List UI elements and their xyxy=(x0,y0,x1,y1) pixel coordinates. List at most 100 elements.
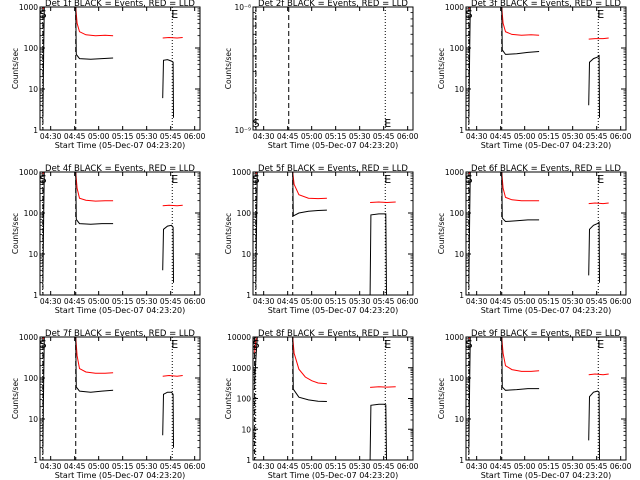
x-tick-label: 04:45 xyxy=(490,462,512,471)
events-series-segment-2 xyxy=(75,172,114,225)
x-tick-label: 05:30 xyxy=(136,462,158,471)
x-tick-label: 04:45 xyxy=(64,132,86,141)
x-axis-label: Start Time (05-Dec-07 04:23:20) xyxy=(481,141,612,150)
x-tick-label: 06:00 xyxy=(610,297,632,306)
x-tick-label: 05:00 xyxy=(88,132,110,141)
lld-series-segment-2 xyxy=(292,172,327,200)
x-tick-label: 05:45 xyxy=(373,297,395,306)
y-axis-label: Counts/sec xyxy=(437,213,446,254)
events-series-segment-3 xyxy=(162,391,174,448)
y-tick-label: 10 xyxy=(241,425,251,434)
x-tick-label: 06:00 xyxy=(397,462,419,471)
chart-panel-9: Det 9f BLACK = Events, RED = LLD 04:30 04:… xyxy=(437,329,632,480)
y-tick-label: 1 xyxy=(246,456,251,465)
marker-label-e: E xyxy=(384,117,391,130)
events-series-segment-3 xyxy=(162,224,174,283)
lld-series-segment-3 xyxy=(162,204,183,207)
chart-panel-1: Det 1f BLACK = Events, RED = LLD 04:30 04:… xyxy=(11,0,206,150)
y-axis-label: Counts/sec xyxy=(437,378,446,419)
events-series-segment-3 xyxy=(588,390,600,460)
y-tick-label: 10 xyxy=(28,415,38,424)
x-tick-label: 06:00 xyxy=(184,462,206,471)
x-axis-label: Start Time (05-Dec-07 04:23:20) xyxy=(268,141,399,150)
chart-title: Det 8f BLACK = Events, RED = LLD xyxy=(258,329,408,339)
marker-label-e: E xyxy=(171,8,178,21)
x-tick-label: 05:15 xyxy=(325,297,347,306)
lld-series-segment-2 xyxy=(75,7,114,37)
x-tick-label: 05:15 xyxy=(538,462,560,471)
y-axis-label: Counts/sec xyxy=(224,378,233,419)
y-tick-label: 10 xyxy=(241,250,251,259)
chart-title: Det 5f BLACK = Events, RED = LLD xyxy=(258,164,408,174)
y-tick-label: 1 xyxy=(33,126,38,135)
x-axis-label: Start Time (05-Dec-07 04:23:20) xyxy=(268,471,399,480)
x-axis-label: Start Time (05-Dec-07 04:23:20) xyxy=(481,306,612,315)
y-tick-label: 10⁻⁸ xyxy=(234,3,251,12)
y-tick-label: 100 xyxy=(24,44,39,53)
lld-series-segment-2 xyxy=(75,172,114,202)
x-tick-label: 05:00 xyxy=(301,297,323,306)
events-series-segment-1 xyxy=(254,337,258,384)
y-axis-label: Counts/sec xyxy=(224,213,233,254)
plot-frame xyxy=(252,336,414,461)
y-tick-label: 1 xyxy=(459,291,464,300)
events-series-segment-2 xyxy=(75,337,114,393)
x-tick-label: 04:30 xyxy=(253,462,275,471)
events-series-segment-3 xyxy=(588,54,600,118)
y-axis-label: Counts/sec xyxy=(11,378,20,419)
x-tick-label: 05:30 xyxy=(136,297,158,306)
x-tick-label: 04:45 xyxy=(277,462,299,471)
lld-series-segment-2 xyxy=(75,337,114,374)
marker-label-s: S xyxy=(40,8,47,21)
y-tick-label: 1000 xyxy=(232,168,251,177)
x-tick-label: 05:15 xyxy=(538,132,560,141)
events-series-segment-3 xyxy=(369,403,387,460)
y-tick-label: 1000 xyxy=(19,3,38,12)
y-tick-label: 1000 xyxy=(445,333,464,342)
x-tick-label: 05:15 xyxy=(112,297,134,306)
x-tick-label: 05:45 xyxy=(160,132,182,141)
events-series-segment-3 xyxy=(369,213,387,295)
x-tick-label: 05:30 xyxy=(349,297,371,306)
x-tick-label: 05:45 xyxy=(373,132,395,141)
x-tick-label: 05:30 xyxy=(349,462,371,471)
x-tick-label: 04:45 xyxy=(277,297,299,306)
events-series-segment-2 xyxy=(292,337,327,402)
x-tick-label: 06:00 xyxy=(610,462,632,471)
lld-series-segment-3 xyxy=(162,36,183,39)
y-tick-label: 1 xyxy=(459,126,464,135)
chart-panel-3: Det 3f BLACK = Events, RED = LLD 04:30 04:… xyxy=(437,0,632,150)
events-series-segment-2 xyxy=(501,7,540,55)
y-tick-label: 100 xyxy=(450,209,465,218)
y-tick-label: 1000 xyxy=(232,364,251,373)
y-tick-label: 10000 xyxy=(227,333,251,342)
x-tick-label: 06:00 xyxy=(397,132,419,141)
chart-title: Det 3f BLACK = Events, RED = LLD xyxy=(471,0,621,9)
y-tick-label: 10 xyxy=(28,85,38,94)
marker-label-s: S xyxy=(253,173,260,186)
y-tick-label: 100 xyxy=(24,209,39,218)
x-tick-label: 05:00 xyxy=(301,132,323,141)
lld-series-segment-3 xyxy=(370,201,396,204)
y-tick-label: 100 xyxy=(450,44,465,53)
marker-label-e: E xyxy=(597,173,604,186)
x-tick-label: 06:00 xyxy=(397,297,419,306)
x-tick-label: 05:00 xyxy=(88,462,110,471)
x-tick-label: 05:45 xyxy=(160,297,182,306)
y-tick-label: 10⁻⁹ xyxy=(234,126,251,135)
marker-label-e: E xyxy=(384,173,391,186)
lld-series-segment-3 xyxy=(588,373,609,376)
x-tick-label: 05:30 xyxy=(562,132,584,141)
x-tick-label: 05:00 xyxy=(514,132,536,141)
x-tick-label: 06:00 xyxy=(184,297,206,306)
x-tick-label: 05:30 xyxy=(136,132,158,141)
chart-panel-2: Det 2f BLACK = Events, RED = LLD 04:30 04:… xyxy=(224,0,419,150)
x-tick-label: 05:45 xyxy=(373,462,395,471)
x-tick-label: 04:30 xyxy=(40,297,62,306)
y-tick-label: 1000 xyxy=(19,333,38,342)
x-tick-label: 05:45 xyxy=(160,462,182,471)
events-series-segment-3 xyxy=(162,59,174,118)
events-series-segment-2 xyxy=(501,337,540,391)
lld-series-segment-3 xyxy=(162,374,183,377)
